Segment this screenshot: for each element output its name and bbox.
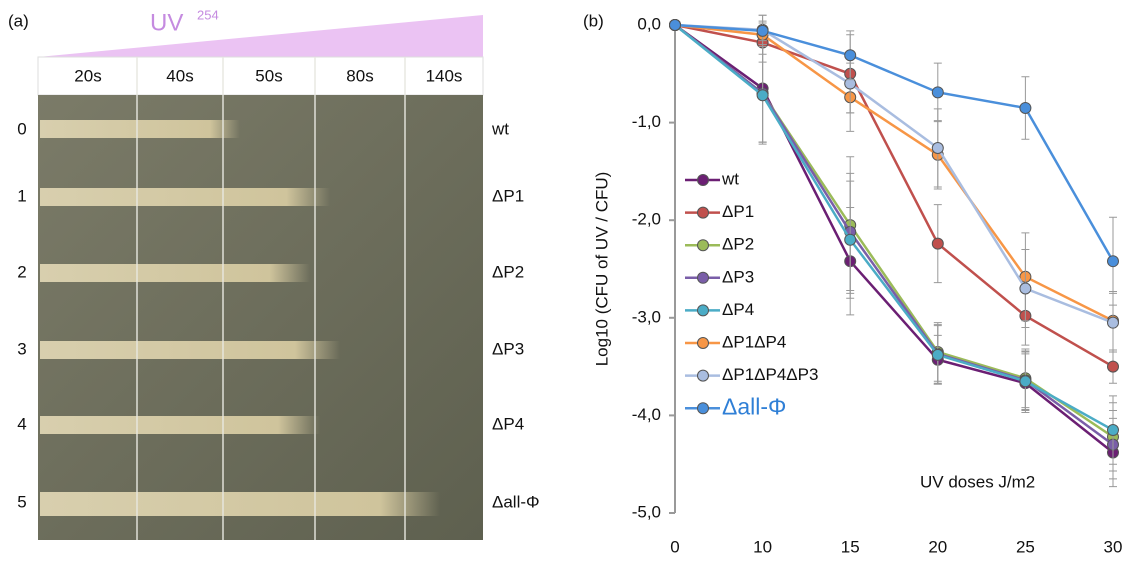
uv-gradient <box>38 15 483 57</box>
row-label: 4 <box>17 414 26 433</box>
row-label: 0 <box>17 119 26 138</box>
uv-wavelength: 254 <box>197 7 219 22</box>
x-tick-label: 0 <box>670 537 679 556</box>
row-label: 2 <box>17 262 26 281</box>
legend-marker <box>697 271 709 284</box>
legend-marker <box>697 174 709 186</box>
column-label: 140s <box>426 66 463 85</box>
uv-label: UV <box>150 9 183 36</box>
strain-label: ΔP3 <box>492 339 524 358</box>
column-label: 40s <box>166 66 193 85</box>
legend-marker <box>697 369 709 382</box>
legend-label: wt <box>721 169 739 188</box>
point <box>931 237 944 250</box>
annotation: UV doses J/m2 <box>920 472 1035 491</box>
legend-label: ΔP1ΔP4ΔP3 <box>722 365 818 384</box>
series-line <box>674 23 1114 322</box>
point <box>1019 375 1032 388</box>
x-tick-label: 20 <box>928 537 947 556</box>
panel-a-labels: 20s 40s 50s 80s 140s 0 1 2 3 4 5 wt ΔP1 ΔP2 ΔP3 ΔP4 Δall… <box>17 66 539 511</box>
point <box>1019 101 1032 114</box>
series-line <box>674 23 1114 368</box>
legend-marker <box>697 206 709 219</box>
point <box>844 233 857 246</box>
column-label: 80s <box>346 66 373 85</box>
y-axis-title: Log10 (CFU of UV / CFU) <box>592 172 611 367</box>
row-label: 5 <box>17 492 26 511</box>
plate-streaks <box>40 57 440 540</box>
row-label: 1 <box>17 186 26 205</box>
series-line <box>674 24 1114 446</box>
strain-label: wt <box>491 119 509 138</box>
header-box <box>37 56 484 96</box>
y-tick-label: -1,0 <box>632 112 661 131</box>
point <box>844 49 857 62</box>
legend-marker <box>697 337 709 349</box>
y-tick-label: -2,0 <box>632 210 661 229</box>
column-label: 50s <box>255 66 282 85</box>
row-label: 3 <box>17 339 26 358</box>
y-tick-label: -3,0 <box>632 307 661 326</box>
panel-label: (a) <box>8 11 29 30</box>
plot: 0,0-1,0-2,0-3,0-4,0-5,00 10 15 20 25 30wtΔP1Δ… <box>632 14 1123 556</box>
legend-label: ΔP3 <box>722 267 754 286</box>
strain-label: Δall-Φ <box>492 492 540 511</box>
legend-label: ΔP4 <box>722 300 754 319</box>
panel-label: (b) <box>583 11 604 30</box>
x-tick-label: 15 <box>841 537 860 556</box>
point <box>1107 360 1119 373</box>
x-tick-label: 10 <box>753 537 772 556</box>
point <box>1107 316 1119 329</box>
y-tick-label: -5,0 <box>632 502 661 521</box>
legend-label: Δall-Φ <box>722 393 786 419</box>
y-tick-label: 0,0 <box>637 14 661 33</box>
series-line <box>674 24 1114 432</box>
strain-label: ΔP4 <box>492 414 524 433</box>
point <box>1107 424 1119 437</box>
point <box>756 89 769 102</box>
x-tick-label: 30 <box>1104 537 1123 556</box>
column-label: 20s <box>74 66 101 85</box>
legend-label: ΔP1 <box>722 202 754 221</box>
plate-photo <box>38 95 483 540</box>
strain-label: ΔP2 <box>492 262 524 281</box>
point <box>931 86 944 99</box>
legend-marker <box>697 239 709 252</box>
point <box>756 24 769 37</box>
point <box>1019 282 1032 295</box>
point <box>931 141 944 154</box>
point <box>1107 255 1119 268</box>
legend-label: ΔP1ΔP4 <box>722 332 786 351</box>
y-tick-label: -4,0 <box>632 405 661 424</box>
legend-label: ΔP2 <box>722 235 754 254</box>
series-line <box>674 23 1115 262</box>
legend-marker <box>697 402 709 415</box>
legend-marker <box>697 304 709 317</box>
point <box>931 348 944 361</box>
series-line <box>674 23 1114 454</box>
point <box>669 19 681 31</box>
x-tick-label: 25 <box>1016 537 1035 556</box>
strain-label: ΔP1 <box>492 186 524 205</box>
